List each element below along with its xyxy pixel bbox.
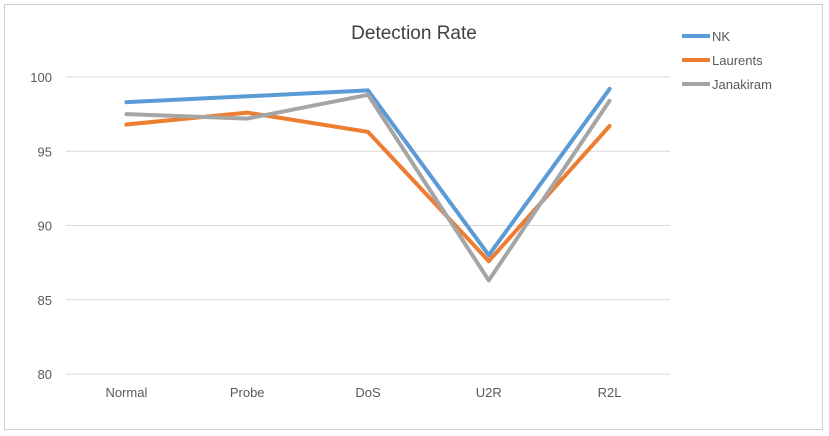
- chart-title: Detection Rate: [351, 23, 477, 44]
- y-tick-label: 80: [38, 367, 52, 382]
- y-tick-label: 85: [38, 293, 52, 308]
- y-tick-label: 90: [38, 219, 52, 234]
- series-line-nk: [124, 86, 612, 258]
- x-tick-label: R2L: [598, 385, 622, 400]
- chart-frame: [4, 4, 823, 430]
- x-tick-label: Normal: [105, 385, 147, 400]
- x-tick-label: Probe: [230, 385, 265, 400]
- y-tick-label: 95: [38, 144, 52, 159]
- x-tick-label: U2R: [476, 385, 502, 400]
- legend-label: Janakiram: [712, 77, 772, 92]
- series-line-janakiram: [124, 92, 612, 283]
- x-tick-label: DoS: [355, 385, 381, 400]
- legend-label: Laurents: [712, 53, 763, 68]
- legend-label: NK: [712, 29, 730, 44]
- y-tick-label: 100: [30, 70, 52, 85]
